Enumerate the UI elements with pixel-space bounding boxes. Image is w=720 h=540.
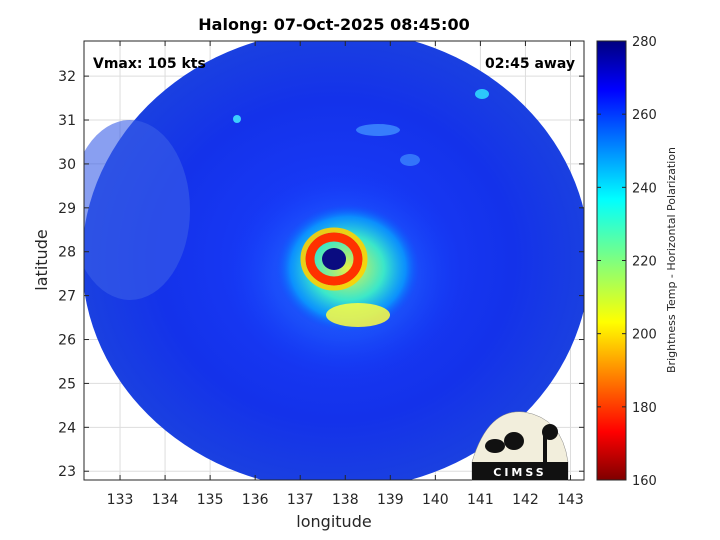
y-tick-label: 23 [58,464,76,480]
colorbar-tick-label: 160 [632,474,657,489]
y-tick-label: 25 [58,376,76,392]
colorbar-tick-label: 180 [632,401,657,416]
x-tick-label: 141 [467,492,494,508]
eye [322,248,346,270]
x-tick-label: 139 [377,492,404,508]
x-axis-label: longitude [296,512,371,531]
x-tick-label: 142 [512,492,539,508]
x-tick-label: 137 [287,492,314,508]
microwave-swath [84,41,584,480]
southern-band-yellow [326,303,390,327]
x-tick-label: 135 [197,492,224,508]
cloud-feature-1 [356,124,400,136]
colorbar-label: Brightness Temp - Horizontal Polarizatio… [665,147,678,373]
cimss-logo-text: CIMSS [493,466,546,479]
y-tick-label: 30 [58,157,76,173]
cloud-feature-2 [475,89,489,99]
colorbar-tick-label: 260 [632,108,657,123]
cloud-feature-3 [233,115,241,123]
time-away-label: 02:45 away [485,56,575,72]
cimss-logo: CIMSS [471,411,569,481]
colorbar-tick-label: 220 [632,255,657,270]
y-tick-labels: 23 24 25 26 27 28 29 30 31 32 [58,69,76,480]
vmax-label: Vmax: 105 kts [93,56,206,72]
x-tick-label: 143 [557,492,584,508]
y-tick-label: 24 [58,420,76,436]
colorbar-tick-label: 280 [632,35,657,50]
y-axis-label: latitude [32,229,51,290]
plot-frame [83,40,585,481]
eyewall-outer [300,227,368,291]
x-tick-label: 133 [107,492,134,508]
colorbar: 160 180 200 220 240 260 280 Brightness Temp - … [596,35,678,489]
eyewall [305,232,363,286]
y-tick-label: 26 [58,333,76,349]
x-tick-labels: 133 134 135 136 137 138 139 140 141 142 143 [107,492,584,508]
x-tick-label: 140 [422,492,449,508]
swath-land-patch [84,120,190,300]
x-tick-label: 134 [152,492,179,508]
colorbar-ticks: 160 180 200 220 240 260 280 [597,35,657,489]
x-tick-label: 136 [242,492,269,508]
y-tick-label: 28 [58,245,76,261]
map-plot-area: 133 134 135 136 137 138 139 140 141 142 143 23 24 25… [58,40,585,508]
y-tick-label: 27 [58,289,76,305]
axis-ticks [84,41,584,480]
colorbar-tick-label: 240 [632,181,657,196]
chart-title: Halong: 07-Oct-2025 08:45:00 [198,15,469,34]
y-tick-label: 31 [58,113,76,129]
y-tick-label: 29 [58,201,76,217]
colorbar-tick-label: 200 [632,328,657,343]
cloud-feature-4 [400,154,420,166]
x-tick-label: 138 [332,492,359,508]
colorbar-gradient [596,40,627,481]
y-tick-label: 32 [58,69,76,85]
